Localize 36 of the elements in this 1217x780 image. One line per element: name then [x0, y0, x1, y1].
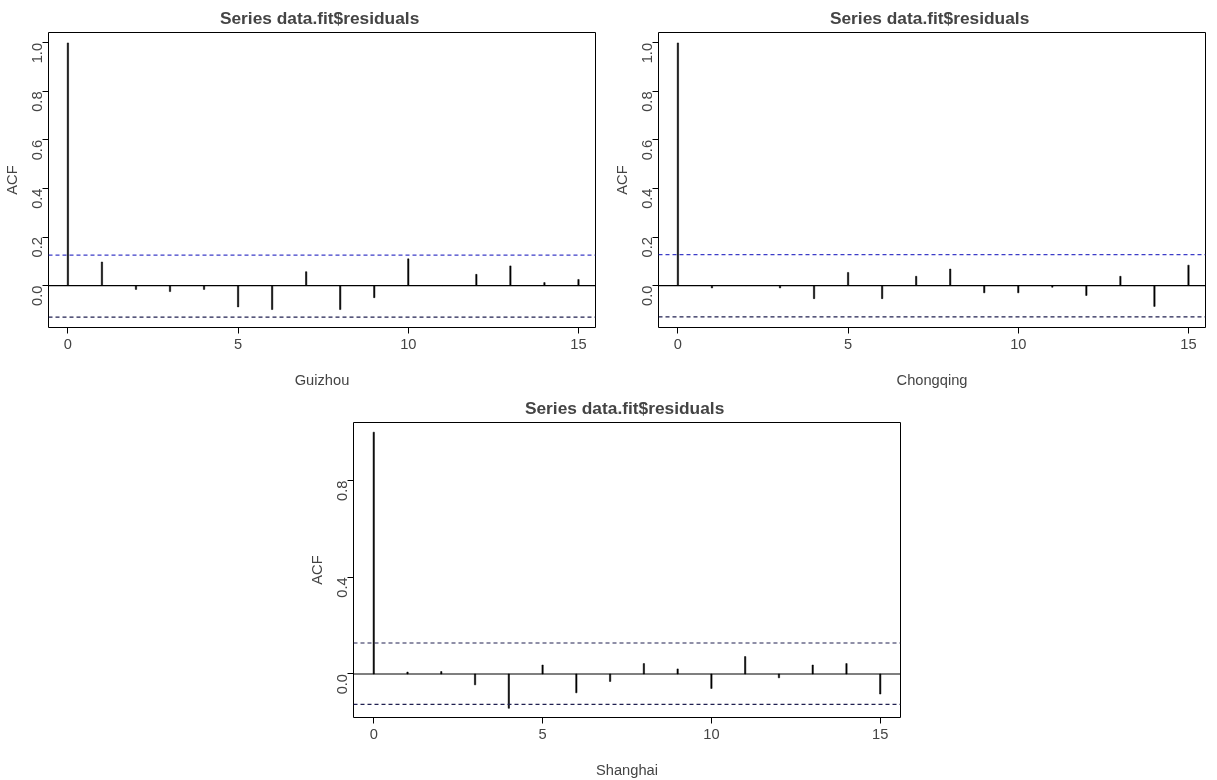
y-tick-label: 0.4 — [639, 188, 656, 209]
x-tick-label: 10 — [703, 725, 720, 742]
y-tick-label: 0.8 — [639, 91, 656, 112]
chart-title: Series data.fit$residuals — [829, 7, 1030, 28]
x-tick-label: 0 — [369, 725, 378, 742]
x-axis-title: Chongqing — [896, 371, 968, 388]
x-tick-label: 15 — [872, 725, 889, 742]
y-tick-label: 0.2 — [29, 237, 46, 258]
y-axis-title: ACF — [613, 165, 630, 195]
y-tick-label: 0.0 — [639, 285, 656, 306]
y-tick-label: 0.8 — [334, 480, 351, 501]
x-axis-title: Guizhou — [294, 371, 350, 388]
y-tick-label: 0.4 — [334, 577, 351, 598]
y-tick-label: 0.0 — [334, 673, 351, 695]
y-tick-label: 0.6 — [29, 139, 46, 161]
y-tick-label: 1.0 — [639, 42, 656, 64]
x-tick-label: 5 — [234, 335, 243, 352]
x-axis-title: Shanghai — [596, 761, 658, 778]
y-tick-label: 0.6 — [639, 139, 656, 161]
y-axis-title: ACF — [3, 165, 20, 195]
x-tick-label: 5 — [538, 725, 547, 742]
y-axis-title: ACF — [308, 555, 325, 585]
y-tick-label: 0.0 — [29, 285, 46, 306]
chart-title: Series data.fit$residuals — [219, 7, 420, 28]
x-tick-label: 0 — [673, 335, 682, 352]
y-tick-label: 1.0 — [29, 42, 46, 64]
y-tick-label: 0.4 — [29, 188, 46, 209]
x-tick-label: 15 — [570, 335, 587, 352]
x-tick-label: 5 — [844, 335, 853, 352]
y-tick-label: 0.2 — [639, 237, 656, 258]
x-tick-label: 10 — [400, 335, 417, 352]
x-tick-label: 0 — [63, 335, 72, 352]
x-tick-label: 15 — [1180, 335, 1197, 352]
y-tick-label: 0.8 — [29, 91, 46, 112]
chart-title: Series data.fit$residuals — [524, 397, 725, 418]
x-tick-label: 10 — [1010, 335, 1027, 352]
